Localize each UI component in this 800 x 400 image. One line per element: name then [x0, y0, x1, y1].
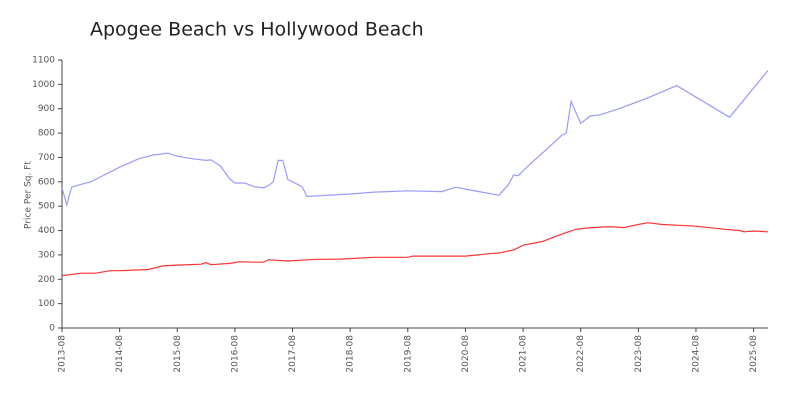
y-tick-label: 900: [38, 104, 55, 114]
x-tick-label: 2018-08: [346, 335, 356, 373]
x-tick-label: 2022-08: [576, 335, 586, 373]
x-tick-label: 2025-08: [749, 335, 759, 373]
x-tick-label: 2023-08: [634, 335, 644, 373]
y-tick-label: 700: [38, 153, 55, 163]
x-tick-label: 2020-08: [461, 335, 471, 373]
x-tick-label: 2013-08: [58, 335, 68, 373]
y-tick-label: 500: [38, 202, 55, 212]
line: [61, 70, 769, 208]
y-tick-label: 300: [38, 250, 55, 260]
y-tick-label: 1000: [32, 80, 55, 90]
x-tick-label: 2014-08: [115, 335, 125, 373]
x-tick-label: 2016-08: [230, 335, 240, 373]
x-tick-label: 2019-08: [403, 335, 413, 373]
x-tick-label: 2021-08: [519, 335, 529, 373]
y-tick-label: 200: [38, 275, 55, 285]
y-tick-label: 100: [38, 299, 55, 309]
x-tick-label: 2017-08: [288, 335, 298, 373]
y-axis-label: Price Per Sq. Ft: [24, 161, 34, 229]
y-tick-label: 800: [38, 129, 55, 139]
chart-title: Apogee Beach vs Hollywood Beach: [90, 19, 424, 41]
x-tick-label: 2024-08: [691, 335, 701, 373]
line: [61, 222, 769, 277]
y-tick-label: 1100: [32, 56, 55, 66]
y-tick-label: 600: [38, 177, 55, 187]
y-tick-label: 400: [38, 226, 55, 236]
y-tick-label: 0: [49, 324, 55, 334]
x-tick-label: 2015-08: [173, 335, 183, 373]
